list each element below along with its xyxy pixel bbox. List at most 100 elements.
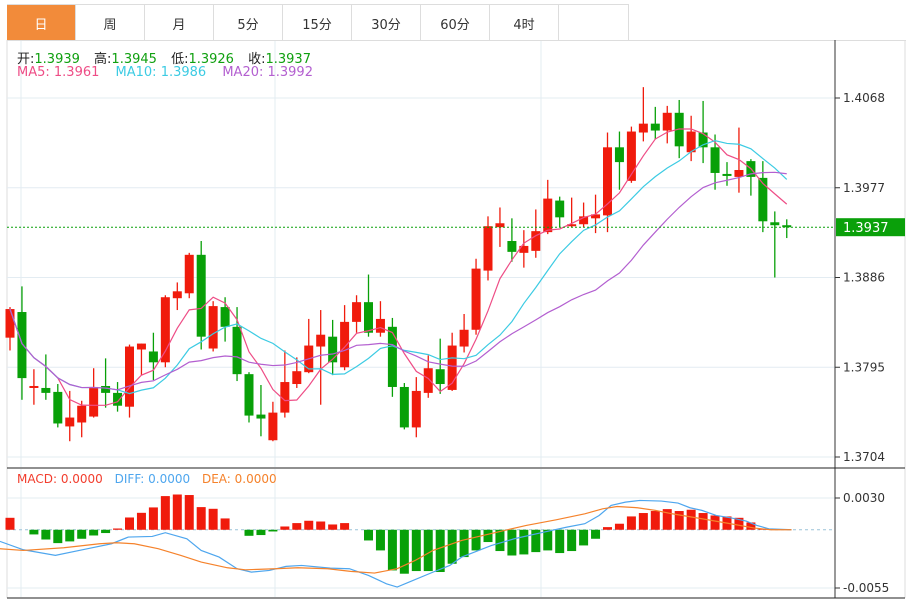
macd-bar	[531, 529, 541, 553]
macd-bar	[399, 529, 409, 574]
ma5-value: MA5: 1.3961	[17, 65, 100, 80]
high-label: 高:	[94, 52, 112, 67]
candle	[650, 106, 660, 140]
candle-body	[698, 132, 708, 148]
candle-body	[125, 346, 134, 407]
candle	[543, 179, 553, 235]
candle-body	[268, 412, 278, 441]
candle	[232, 307, 242, 382]
candle	[256, 385, 266, 437]
macd-tick-label: -0.0055	[843, 581, 889, 595]
tab-7[interactable]: 60分	[421, 5, 490, 41]
candle-body	[5, 309, 15, 338]
macd-bar	[208, 508, 218, 530]
candle-body	[29, 385, 39, 388]
open-value: 1.3939	[34, 52, 80, 67]
macd-bar	[196, 507, 206, 530]
macd-bar	[53, 529, 63, 544]
candle-body	[53, 391, 63, 424]
candle	[364, 274, 373, 337]
macd-bar	[591, 529, 601, 539]
close-label: 收:	[248, 52, 266, 67]
candle-body	[770, 222, 780, 226]
candle	[399, 383, 409, 430]
period-tabs: 日周月 5分 15分 30分 60分 4时	[7, 4, 629, 41]
low-label: 低:	[171, 52, 189, 67]
candle	[375, 301, 385, 337]
candle-body	[364, 302, 373, 333]
macd-bar	[710, 515, 720, 530]
candle	[531, 209, 541, 258]
candle-body	[579, 216, 589, 225]
candle-body	[196, 254, 206, 337]
close-value: 1.3937	[265, 52, 311, 67]
candle-body	[543, 198, 553, 233]
candle-body	[483, 226, 493, 271]
dea-value: DEA: 0.0000	[201, 472, 277, 486]
macd-bar	[136, 512, 146, 530]
high-value: 1.3945	[111, 52, 157, 67]
macd-bar	[495, 529, 505, 552]
candle-body	[375, 318, 385, 333]
candle-body	[208, 306, 218, 349]
macd-bar	[125, 517, 134, 530]
candle-body	[148, 351, 158, 363]
candle	[459, 313, 469, 353]
tab-5[interactable]: 15分	[283, 5, 352, 41]
candle	[208, 301, 218, 352]
candle-body	[591, 214, 601, 219]
candle	[411, 377, 421, 438]
candle	[220, 297, 230, 342]
macd-bar	[698, 513, 708, 530]
candle-body	[734, 169, 744, 177]
tab-3[interactable]: 月	[145, 5, 214, 41]
candle-body	[184, 254, 194, 294]
candle	[662, 105, 672, 144]
candle	[172, 282, 182, 311]
candle	[758, 161, 768, 233]
macd-bar	[5, 517, 15, 530]
candle	[507, 218, 517, 262]
macd-bar	[650, 511, 660, 530]
macd-bar	[364, 529, 373, 541]
candle	[579, 202, 589, 228]
candle-body	[435, 369, 445, 385]
candle	[519, 230, 529, 268]
tab-2[interactable]: 周	[76, 5, 145, 41]
macd-bar	[268, 529, 278, 532]
macd-bar	[77, 529, 87, 539]
macd-bar	[674, 511, 684, 530]
candle	[184, 252, 194, 299]
candle	[435, 338, 445, 394]
candle	[340, 305, 350, 371]
macd-bar	[543, 529, 553, 551]
tab-4[interactable]: 5分	[214, 5, 283, 41]
tab-1[interactable]: 日	[7, 5, 76, 41]
candle-body	[280, 382, 290, 413]
ma10-value: MA10: 1.3986	[115, 65, 207, 80]
macd-bar	[662, 509, 672, 530]
candle	[160, 295, 170, 368]
ma20-line	[9, 171, 787, 391]
tab-8[interactable]: 4时	[490, 5, 559, 41]
macd-bar	[280, 526, 290, 530]
price-tick-label: 1.3977	[843, 181, 885, 195]
candle	[89, 368, 99, 418]
macd-readout: MACD: 0.0000 DIFF: 0.0000 DEA: 0.0000	[17, 472, 285, 486]
macd-bar	[579, 529, 589, 546]
tab-6[interactable]: 30分	[352, 5, 421, 41]
candle-body	[411, 390, 421, 428]
candle-body	[399, 386, 409, 428]
candle	[614, 131, 624, 190]
candle-body	[292, 371, 302, 385]
macd-bar	[626, 516, 636, 530]
macd-bar	[507, 529, 517, 556]
candle	[77, 400, 87, 438]
macd-bar	[567, 529, 577, 552]
candle-body	[328, 336, 338, 363]
candle-body	[423, 368, 433, 393]
candle-body	[614, 147, 624, 163]
macd-bar	[244, 529, 254, 536]
candle	[41, 354, 51, 400]
candle-body	[387, 326, 397, 387]
